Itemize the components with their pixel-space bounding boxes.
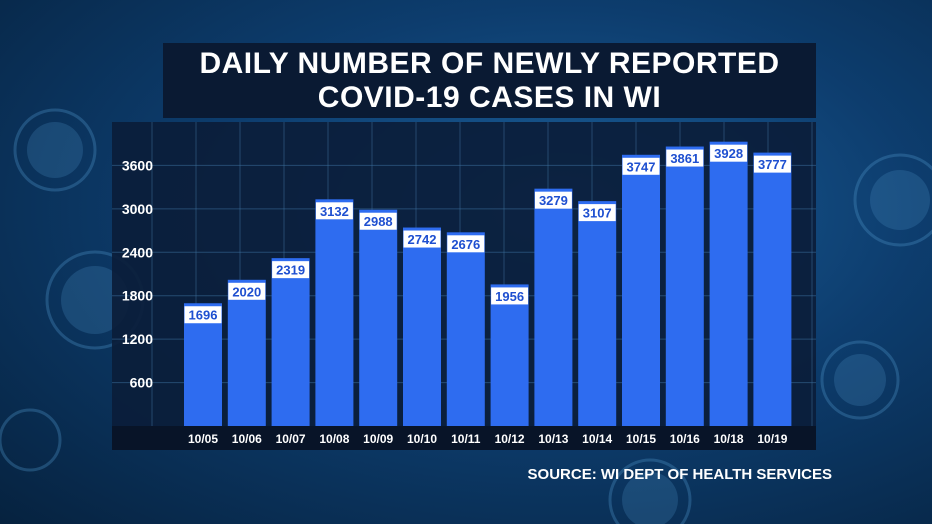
bar: [578, 201, 617, 426]
x-tick-label: 10/05: [188, 432, 218, 446]
y-tick-label: 2400: [122, 244, 153, 260]
value-label: 1956: [495, 289, 524, 304]
value-label-box: [228, 282, 266, 300]
y-tick-label: 1200: [122, 331, 153, 347]
bar: [271, 258, 310, 426]
x-tick-label: 10/11: [451, 432, 481, 446]
y-tick-label: 1800: [122, 288, 153, 304]
bar: [315, 199, 354, 426]
bar: [227, 279, 266, 426]
value-label: 3107: [583, 206, 612, 221]
bar: [753, 152, 792, 427]
value-label-box: [315, 202, 353, 220]
value-label-box: [578, 204, 616, 222]
value-label: 3279: [539, 193, 568, 208]
x-tick-label: 10/08: [319, 432, 349, 446]
y-tick-label: 600: [130, 375, 154, 391]
y-tick-label: 3000: [122, 201, 153, 217]
x-tick-label: 10/14: [582, 432, 612, 446]
value-label-box: [491, 287, 529, 305]
y-tick-label: 3600: [122, 157, 153, 173]
source-note: SOURCE: WI DEPT OF HEALTH SERVICES: [527, 466, 832, 483]
value-label: 3777: [758, 157, 787, 172]
x-tick-label: 10/15: [626, 432, 656, 446]
bar: [403, 227, 441, 426]
value-label-box: [359, 212, 397, 230]
value-label-box: [447, 235, 485, 253]
value-label: 3132: [320, 204, 349, 219]
value-label: 1696: [189, 308, 218, 323]
value-label-box: [534, 191, 572, 209]
x-tick-label: 10/18: [714, 432, 744, 446]
x-tick-label: 10/09: [363, 432, 393, 446]
value-label: 3747: [627, 159, 656, 174]
value-label-box: [666, 149, 704, 167]
value-label-box: [753, 155, 791, 173]
x-tick-label: 10/07: [276, 432, 306, 446]
x-tick-label: 10/06: [232, 432, 262, 446]
bar: [490, 284, 529, 426]
x-axis-band: [112, 426, 816, 450]
bar: [359, 209, 398, 426]
value-label: 2319: [276, 263, 305, 278]
value-label: 2676: [451, 237, 480, 252]
value-label: 3861: [670, 151, 699, 166]
value-label: 2988: [364, 214, 393, 229]
bar: [184, 303, 222, 426]
x-tick-label: 10/13: [538, 432, 568, 446]
bar: [446, 232, 485, 426]
x-tick-label: 10/19: [757, 432, 787, 446]
value-label: 2742: [408, 232, 437, 247]
title-line-2: COVID-19 CASES IN WI: [317, 80, 662, 114]
title-line-1: DAILY NUMBER OF NEWLY REPORTED: [199, 46, 780, 80]
bar: [709, 141, 748, 426]
x-tick-label: 10/10: [407, 432, 437, 446]
value-label: 2020: [232, 284, 261, 299]
value-label-box: [272, 261, 310, 279]
bar: [665, 146, 704, 426]
bar: [534, 188, 573, 426]
x-tick-label: 10/16: [670, 432, 700, 446]
x-tick-label: 10/12: [495, 432, 525, 446]
value-label: 3928: [714, 146, 743, 161]
bar: [622, 154, 660, 426]
value-label-box: [710, 144, 748, 162]
value-label-box: [403, 230, 441, 248]
chart-title: DAILY NUMBER OF NEWLY REPORTED COVID-19 …: [163, 43, 816, 118]
value-label-box: [184, 306, 222, 324]
value-label-box: [622, 157, 660, 175]
